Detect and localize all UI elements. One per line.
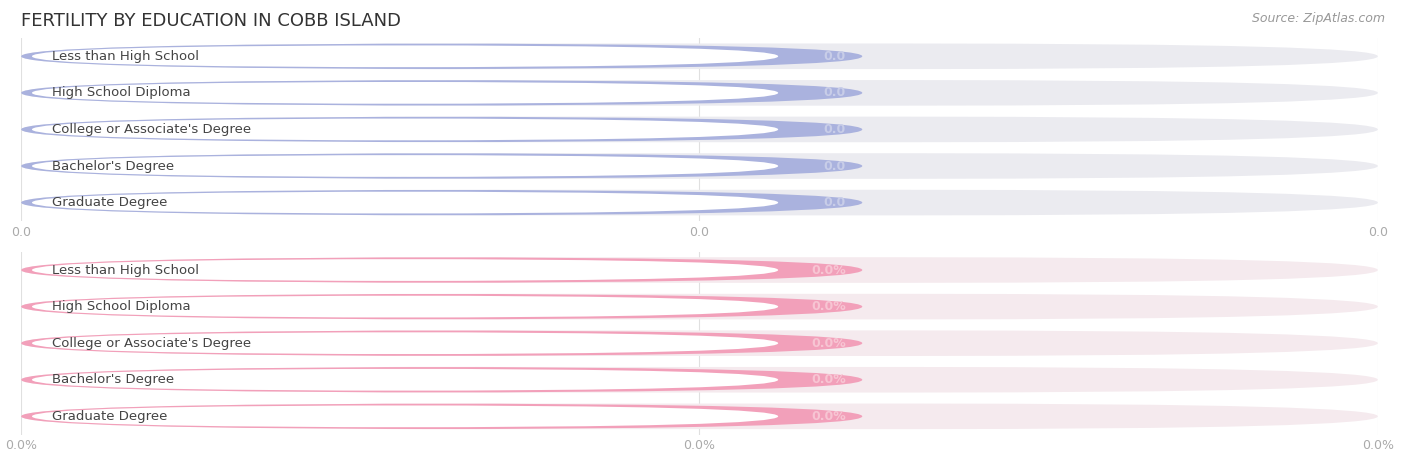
FancyBboxPatch shape xyxy=(21,367,1378,392)
FancyBboxPatch shape xyxy=(21,190,862,215)
FancyBboxPatch shape xyxy=(32,191,778,214)
FancyBboxPatch shape xyxy=(21,44,862,69)
FancyBboxPatch shape xyxy=(32,369,778,391)
FancyBboxPatch shape xyxy=(21,257,1378,283)
Text: 0.0: 0.0 xyxy=(824,123,846,136)
FancyBboxPatch shape xyxy=(21,404,862,429)
Text: College or Associate's Degree: College or Associate's Degree xyxy=(52,123,252,136)
FancyBboxPatch shape xyxy=(21,331,862,356)
Text: Graduate Degree: Graduate Degree xyxy=(52,410,167,423)
Text: 0.0%: 0.0% xyxy=(811,300,846,313)
FancyBboxPatch shape xyxy=(21,294,1378,319)
FancyBboxPatch shape xyxy=(32,259,778,281)
FancyBboxPatch shape xyxy=(21,367,862,392)
Text: 0.0: 0.0 xyxy=(824,196,846,209)
FancyBboxPatch shape xyxy=(21,153,1378,179)
Text: Source: ZipAtlas.com: Source: ZipAtlas.com xyxy=(1251,12,1385,25)
Text: High School Diploma: High School Diploma xyxy=(52,86,191,99)
Text: 0.0: 0.0 xyxy=(824,50,846,63)
FancyBboxPatch shape xyxy=(21,153,862,179)
FancyBboxPatch shape xyxy=(21,117,1378,142)
FancyBboxPatch shape xyxy=(32,118,778,141)
Text: High School Diploma: High School Diploma xyxy=(52,300,191,313)
Text: FERTILITY BY EDUCATION IN COBB ISLAND: FERTILITY BY EDUCATION IN COBB ISLAND xyxy=(21,12,401,30)
Text: Bachelor's Degree: Bachelor's Degree xyxy=(52,160,174,172)
FancyBboxPatch shape xyxy=(21,294,862,319)
FancyBboxPatch shape xyxy=(21,117,862,142)
FancyBboxPatch shape xyxy=(21,331,1378,356)
Text: 0.0: 0.0 xyxy=(824,86,846,99)
FancyBboxPatch shape xyxy=(32,155,778,177)
Text: Less than High School: Less than High School xyxy=(52,50,200,63)
FancyBboxPatch shape xyxy=(32,332,778,354)
FancyBboxPatch shape xyxy=(21,80,862,105)
FancyBboxPatch shape xyxy=(21,257,862,283)
Text: 0.0: 0.0 xyxy=(824,160,846,172)
FancyBboxPatch shape xyxy=(21,44,1378,69)
Text: 0.0%: 0.0% xyxy=(811,337,846,350)
Text: 0.0%: 0.0% xyxy=(811,373,846,386)
FancyBboxPatch shape xyxy=(32,295,778,318)
FancyBboxPatch shape xyxy=(21,190,1378,215)
Text: 0.0%: 0.0% xyxy=(811,264,846,276)
Text: College or Associate's Degree: College or Associate's Degree xyxy=(52,337,252,350)
Text: Graduate Degree: Graduate Degree xyxy=(52,196,167,209)
FancyBboxPatch shape xyxy=(32,82,778,104)
FancyBboxPatch shape xyxy=(32,45,778,67)
FancyBboxPatch shape xyxy=(21,80,1378,105)
FancyBboxPatch shape xyxy=(21,404,1378,429)
Text: Less than High School: Less than High School xyxy=(52,264,200,276)
FancyBboxPatch shape xyxy=(32,405,778,428)
Text: Bachelor's Degree: Bachelor's Degree xyxy=(52,373,174,386)
Text: 0.0%: 0.0% xyxy=(811,410,846,423)
